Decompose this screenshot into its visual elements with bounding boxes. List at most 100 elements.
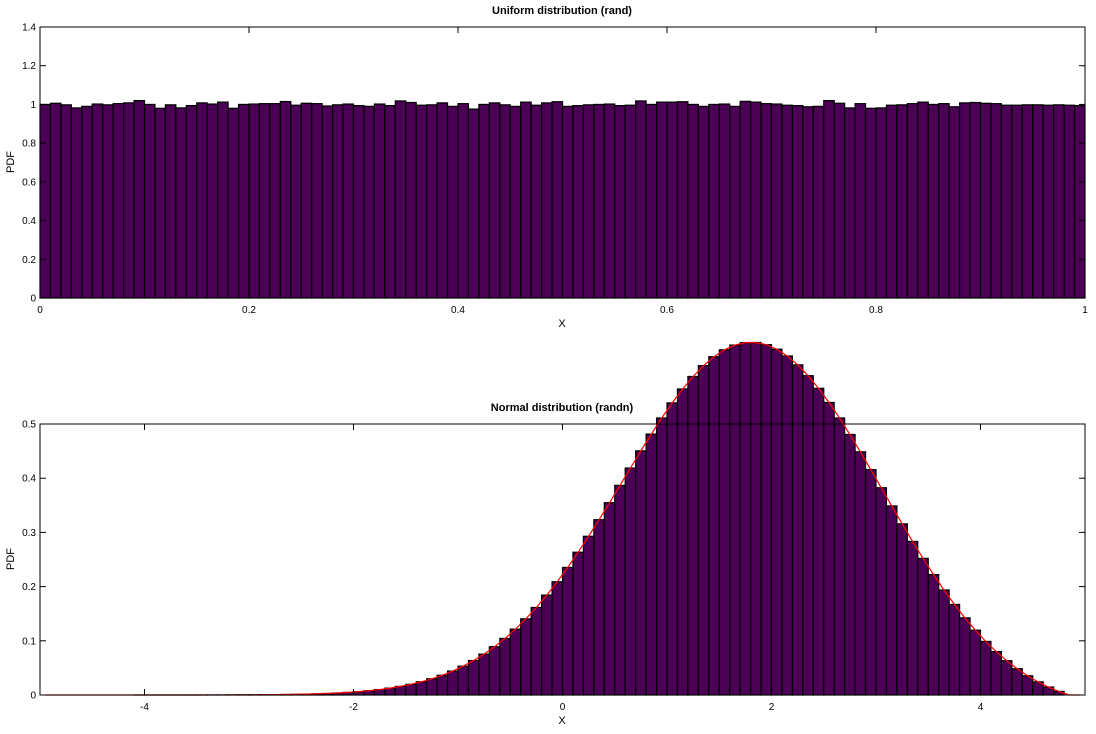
histogram-bar <box>112 103 125 299</box>
histogram-bar <box>760 344 773 696</box>
histogram-bar <box>1011 104 1023 299</box>
histogram-bar <box>1073 104 1086 299</box>
y-tick-label: 1.2 <box>22 61 36 72</box>
histogram-bar <box>760 103 773 299</box>
histogram-bar <box>499 104 511 299</box>
histogram-bar <box>979 640 992 696</box>
y-tick-label: 0.2 <box>22 582 36 593</box>
histogram-bar <box>729 105 741 299</box>
histogram-bar <box>540 594 553 696</box>
histogram-bar <box>478 103 490 299</box>
x-tick-label: 0.4 <box>451 305 465 316</box>
histogram-bar <box>687 103 699 299</box>
histogram-bar <box>718 103 731 299</box>
y-axis-label: PDF <box>5 151 17 173</box>
histogram-bar <box>415 104 428 299</box>
histogram-bar <box>875 107 888 299</box>
histogram-bar <box>143 103 156 299</box>
histogram-bar <box>885 104 898 299</box>
histogram-bar <box>237 103 250 299</box>
histogram-bar <box>885 505 898 696</box>
histogram-bar <box>520 618 532 696</box>
histogram-bar <box>655 101 668 299</box>
y-tick-label: 0.4 <box>22 216 36 227</box>
histogram-bar <box>530 104 543 299</box>
histogram-bar <box>666 101 679 299</box>
histogram-bar <box>990 650 1003 696</box>
histogram-bar <box>603 103 616 299</box>
histogram-bar <box>321 105 334 299</box>
histogram-bar <box>823 401 835 696</box>
histogram-bar <box>394 100 407 299</box>
histogram-bar <box>729 344 741 696</box>
x-tick-label: 0.8 <box>869 305 883 316</box>
histogram-bar <box>676 101 689 299</box>
histogram-bar <box>196 102 208 299</box>
histogram-bar <box>49 102 62 299</box>
histogram-bar <box>593 519 605 696</box>
y-tick-label: 0.6 <box>22 177 36 188</box>
uniform-chart: Uniform distribution (rand) 0 0.2 0.4 0.6 0.… <box>5 5 1088 330</box>
y-tick-label: 0.5 <box>22 420 36 431</box>
histogram-bar <box>655 417 668 696</box>
histogram-bar <box>906 103 919 299</box>
histogram-bar <box>917 101 929 299</box>
histogram-bar <box>812 387 825 696</box>
histogram-bar <box>572 104 585 299</box>
histogram-bar <box>300 102 313 299</box>
histogram-bar <box>426 678 438 696</box>
histogram-bar <box>718 349 731 696</box>
histogram-bar <box>927 573 940 696</box>
histogram-bar <box>311 103 323 299</box>
histogram-bar <box>864 469 877 696</box>
histogram-bar <box>958 617 971 696</box>
histogram-bar <box>864 107 877 299</box>
histogram-bar <box>938 589 950 696</box>
histogram-bar <box>248 103 261 299</box>
histogram-bar <box>593 103 605 299</box>
histogram-bar <box>969 101 982 299</box>
histogram-bar <box>958 102 971 299</box>
histogram-bar <box>394 685 407 696</box>
histogram-bar <box>154 107 166 299</box>
histogram-bar <box>770 348 783 696</box>
histogram-bar <box>373 103 386 299</box>
histogram-bar <box>509 105 522 299</box>
histogram-bar <box>384 104 396 299</box>
histogram-bar <box>499 637 511 696</box>
histogram-bar <box>1021 675 1034 696</box>
histogram-bar <box>426 104 438 299</box>
histogram-bar <box>1042 104 1055 299</box>
x-tick-label: 1 <box>1082 305 1088 316</box>
histogram-bar <box>122 102 135 299</box>
histogram-bar <box>791 364 804 696</box>
x-tick-label: 0.2 <box>242 305 256 316</box>
histogram-bar <box>614 104 626 299</box>
histogram-bar <box>1032 104 1044 299</box>
y-tick-label: 0.4 <box>22 474 36 485</box>
normal-chart: Normal distribution (randn) -4 -2 0 2 4 0 0.1 0… <box>5 341 1086 727</box>
histogram-bar <box>749 101 762 299</box>
histogram-bar <box>279 100 292 299</box>
histogram-bar <box>833 417 846 696</box>
y-tick-label: 0.1 <box>22 636 36 647</box>
histogram-bar <box>645 433 658 696</box>
histogram-bar <box>844 433 856 696</box>
x-tick-label: -4 <box>140 702 149 713</box>
histogram-bar <box>676 388 689 696</box>
histogram-bar <box>175 107 187 299</box>
histogram-bar <box>446 105 459 299</box>
histogram-bar <box>436 102 449 299</box>
histogram-bar <box>520 101 532 299</box>
histogram-bar <box>624 104 637 299</box>
y-tick-label: 0 <box>30 691 36 702</box>
y-axis-label: PDF <box>5 548 17 570</box>
histogram-bar <box>781 355 794 696</box>
histogram-bar <box>467 108 480 299</box>
histogram-bar <box>749 341 762 696</box>
histogram-bar <box>948 603 961 696</box>
histogram-bar <box>906 540 919 696</box>
histogram-bar <box>405 101 417 299</box>
tick-group: -4 -2 0 2 4 0 0.1 0.2 0.3 0.4 0.5 <box>22 420 1085 713</box>
histogram-bar <box>1053 104 1065 299</box>
